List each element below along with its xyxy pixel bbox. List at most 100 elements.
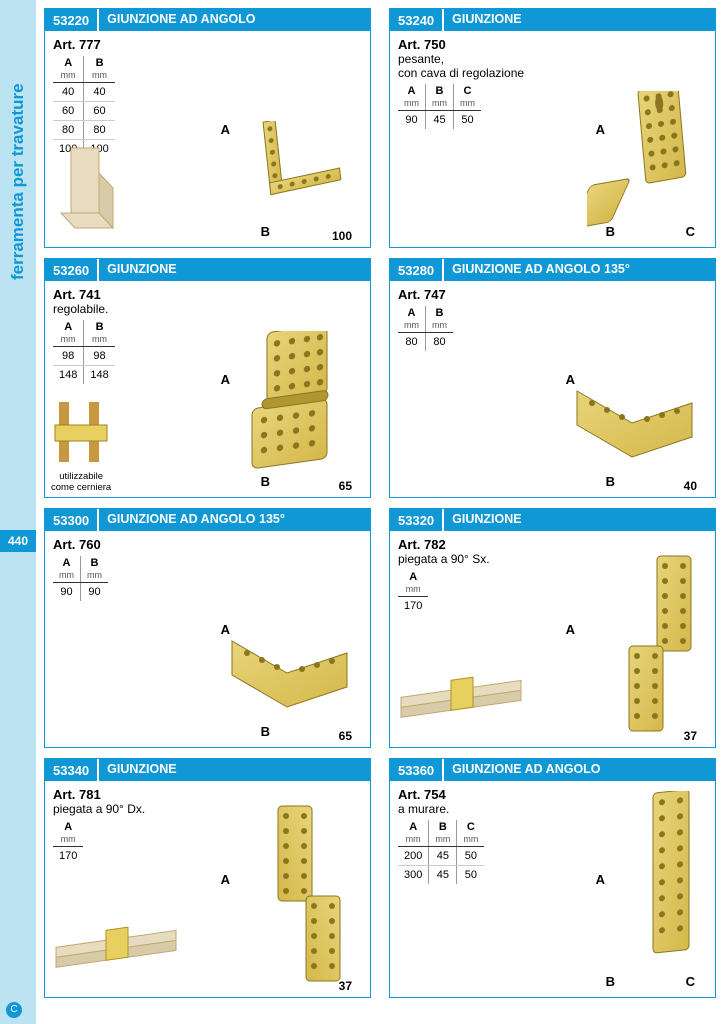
product-card: 53220GIUNZIONE AD ANGOLOArt. 777ABmmmm40… xyxy=(44,8,371,248)
dimension-table: ABmmmm9090 xyxy=(53,556,108,601)
product-card: 53360GIUNZIONE AD ANGOLOArt. 754a murare… xyxy=(389,758,716,998)
table-header: B xyxy=(426,84,454,98)
dim-label-a: A xyxy=(221,872,230,887)
bracket-illustration xyxy=(262,801,362,991)
product-code: 53300 xyxy=(45,509,97,531)
product-card: 53320GIUNZIONEArt. 782piegata a 90° Sx.A… xyxy=(389,508,716,748)
article-number: Art. 782 xyxy=(398,537,707,552)
dim-label-a: A xyxy=(221,622,230,637)
dim-label-a: A xyxy=(566,372,575,387)
table-header: A xyxy=(398,306,426,320)
wood-illustration xyxy=(396,668,526,741)
product-code: 53240 xyxy=(390,9,442,31)
table-header: A xyxy=(398,84,426,98)
article-number: Art. 777 xyxy=(53,37,362,52)
dim-label-a: A xyxy=(221,372,230,387)
dim-label-b: B xyxy=(261,224,270,239)
article-number: Art. 760 xyxy=(53,537,362,552)
product-code: 53220 xyxy=(45,9,97,31)
table-header: A xyxy=(398,820,429,834)
dim-length: 40 xyxy=(684,479,697,493)
product-card: 53240GIUNZIONEArt. 750pesante,con cava d… xyxy=(389,8,716,248)
table-row: 8080 xyxy=(398,333,453,352)
product-code: 53260 xyxy=(45,259,97,281)
article-number: Art. 741 xyxy=(53,287,362,302)
dim-label-c: C xyxy=(686,974,695,989)
article-description: pesante,con cava di regolazione xyxy=(398,52,707,80)
dimension-table: Amm170 xyxy=(398,570,428,615)
product-card: 53260GIUNZIONEArt. 741regolabile.ABmmmm9… xyxy=(44,258,371,498)
dim-label-b: B xyxy=(261,724,270,739)
bracket-illustration xyxy=(222,121,362,241)
dim-label-a: A xyxy=(566,622,575,637)
bracket-illustration xyxy=(212,611,362,741)
article-number: Art. 781 xyxy=(53,787,362,802)
dim-label-b: B xyxy=(606,974,615,989)
product-title: GIUNZIONE AD ANGOLO 135° xyxy=(442,259,715,281)
dim-length: 37 xyxy=(684,729,697,743)
table-row: 6060 xyxy=(53,102,115,121)
dim-label-a: A xyxy=(221,122,230,137)
brand-badge-icon: C xyxy=(6,1002,22,1018)
table-header: B xyxy=(426,306,454,320)
dim-length: 37 xyxy=(339,979,352,993)
table-header: A xyxy=(53,320,84,334)
product-card: 53340GIUNZIONEArt. 781piegata a 90° Dx.A… xyxy=(44,758,371,998)
bracket-illustration xyxy=(557,361,707,491)
table-header: A xyxy=(53,56,84,70)
table-header: B xyxy=(81,556,109,570)
product-title: GIUNZIONE AD ANGOLO 135° xyxy=(97,509,370,531)
table-header: A xyxy=(398,570,428,584)
product-code: 53340 xyxy=(45,759,97,781)
article-number: Art. 750 xyxy=(398,37,707,52)
product-title: GIUNZIONE xyxy=(97,259,370,281)
table-header: A xyxy=(53,556,81,570)
dimension-table: ABmmmm8080 xyxy=(398,306,453,351)
bracket-illustration xyxy=(617,791,707,991)
table-row: 9090 xyxy=(53,583,108,602)
product-card: 53300GIUNZIONE AD ANGOLO 135° Art. 760 ABm… xyxy=(44,508,371,748)
bracket-illustration xyxy=(222,331,362,491)
table-row: 148148 xyxy=(53,366,115,385)
page-number: 440 xyxy=(0,530,36,552)
table-header: B xyxy=(429,820,457,834)
dim-label-b: B xyxy=(606,474,615,489)
dim-length: 65 xyxy=(339,729,352,743)
wood-illustration xyxy=(51,138,131,241)
dim-label-b: B xyxy=(606,224,615,239)
side-tab: ferramenta per travature 440 xyxy=(0,0,36,1024)
dimension-table: ABCmmmmmm904550 xyxy=(398,84,481,129)
product-code: 53320 xyxy=(390,509,442,531)
product-code: 53280 xyxy=(390,259,442,281)
table-row: 8080 xyxy=(53,121,115,140)
section-label: ferramenta per travature xyxy=(8,83,28,280)
product-title: GIUNZIONE AD ANGOLO xyxy=(442,759,715,781)
table-row: 2004550 xyxy=(398,847,484,866)
table-row: 4040 xyxy=(53,83,115,102)
product-title: GIUNZIONE xyxy=(442,509,715,531)
note-text: utilizzabilecome cerniera xyxy=(51,472,111,493)
usage-illustration: utilizzabilecome cerniera xyxy=(51,397,111,493)
dim-label-a: A xyxy=(596,122,605,137)
table-row: 3004550 xyxy=(398,866,484,885)
table-header: B xyxy=(84,56,115,70)
product-title: GIUNZIONE xyxy=(97,759,370,781)
dim-label-c: C xyxy=(686,224,695,239)
product-code: 53360 xyxy=(390,759,442,781)
table-header: A xyxy=(53,820,83,834)
table-row: 170 xyxy=(398,597,428,616)
table-row: 9898 xyxy=(53,347,115,366)
article-number: Art. 747 xyxy=(398,287,707,302)
bracket-illustration xyxy=(587,91,707,241)
product-grid: 53220GIUNZIONE AD ANGOLOArt. 777ABmmmm40… xyxy=(44,8,716,998)
table-header: C xyxy=(457,820,485,834)
dim-label-b: B xyxy=(261,474,270,489)
product-card: 53280GIUNZIONE AD ANGOLO 135° Art. 747 ABm… xyxy=(389,258,716,498)
dim-length: 100 xyxy=(332,229,352,243)
dim-length: 65 xyxy=(339,479,352,493)
article-description: regolabile. xyxy=(53,302,362,316)
table-header: B xyxy=(84,320,115,334)
dimension-table: Amm170 xyxy=(53,820,83,865)
dim-label-a: A xyxy=(596,872,605,887)
table-header: C xyxy=(454,84,482,98)
